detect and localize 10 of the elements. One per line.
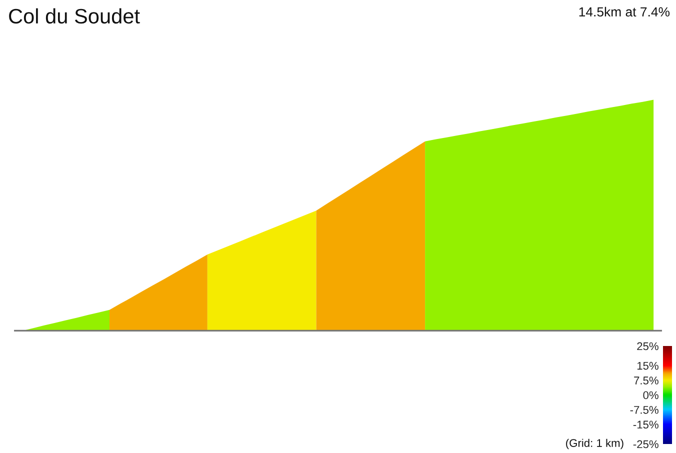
chart-subtitle: 14.5km at 7.4% (579, 6, 670, 17)
color-bar-label: 0% (643, 391, 658, 400)
color-bar-label: -7.5% (630, 406, 658, 414)
color-bar-label: 7.5% (634, 376, 658, 384)
color-bar-label: 15% (637, 362, 658, 370)
chart-title: Col du Soudet (9, 8, 140, 24)
color-bar-label: 25% (637, 342, 658, 350)
color-bar-label: -15% (633, 420, 658, 429)
color-bar-label: -25% (633, 440, 658, 448)
text: (Grid: 1 km) (566, 438, 624, 450)
